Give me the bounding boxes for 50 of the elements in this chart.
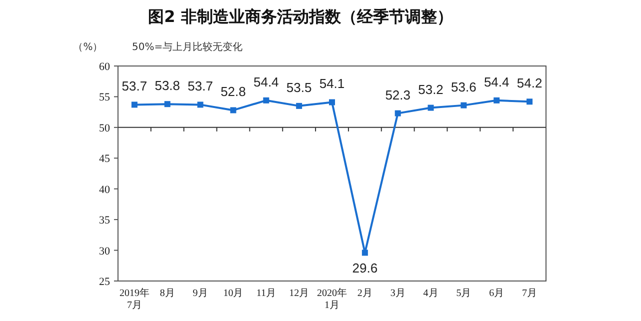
- x-tick-label: 2019年 7月: [119, 287, 150, 311]
- y-tick-label: 50: [99, 122, 110, 134]
- data-label: 53.7: [122, 78, 148, 94]
- data-label: 53.7: [188, 78, 213, 94]
- y-tick-label: 55: [99, 92, 110, 104]
- x-tick-label: 2月: [357, 288, 372, 299]
- data-label: 54.4: [254, 74, 279, 90]
- x-tick-label: 5月: [456, 288, 472, 299]
- point: [526, 98, 533, 105]
- point: [329, 99, 335, 106]
- x-tick-label: 4月: [423, 288, 438, 299]
- y-tick-label: 25: [99, 276, 110, 288]
- y-tick-label: 40: [99, 184, 110, 196]
- point: [164, 101, 170, 108]
- x-tick-label: 11月: [256, 288, 276, 299]
- data-label: 29.6: [352, 260, 378, 276]
- data-label: 52.3: [385, 87, 410, 102]
- point: [428, 104, 434, 111]
- data-label: 53.6: [451, 79, 476, 94]
- y-axis-title: （%）: [73, 42, 103, 53]
- x-tick-label: 9月: [192, 288, 208, 299]
- data-label: 53.2: [418, 82, 444, 97]
- y-tick-label: 45: [99, 153, 110, 166]
- point: [131, 102, 138, 108]
- x-tick-label: 2020年 1月: [317, 287, 347, 311]
- point: [296, 102, 302, 109]
- data-label: 53.5: [286, 80, 312, 95]
- data-label: 53.8: [154, 78, 180, 94]
- point: [197, 102, 204, 108]
- data-label: 54.4: [484, 74, 510, 90]
- x-tick-label: 10月: [223, 288, 244, 299]
- y-tick-label: 35: [99, 214, 110, 227]
- y-tick-label: 30: [99, 245, 110, 258]
- y-tick-label: 60: [99, 61, 110, 73]
- x-tick-label: 12月: [289, 288, 310, 299]
- point: [460, 102, 467, 108]
- chart-title: 图2 非制造业商务活动指数（经季节调整）: [148, 7, 453, 26]
- point: [494, 97, 500, 104]
- point: [230, 107, 236, 114]
- x-tick-label: 6月: [489, 288, 504, 299]
- point: [362, 250, 368, 256]
- data-label: 54.2: [516, 76, 542, 91]
- x-tick-label: 3月: [390, 288, 406, 299]
- x-tick-label: 8月: [160, 288, 175, 299]
- data-label: 54.1: [319, 76, 345, 92]
- point: [394, 110, 401, 116]
- point: [263, 97, 270, 104]
- x-tick-label: 7月: [522, 288, 538, 299]
- data-label: 52.8: [220, 84, 246, 100]
- text: 50%=与上月比较无变化: [132, 41, 243, 53]
